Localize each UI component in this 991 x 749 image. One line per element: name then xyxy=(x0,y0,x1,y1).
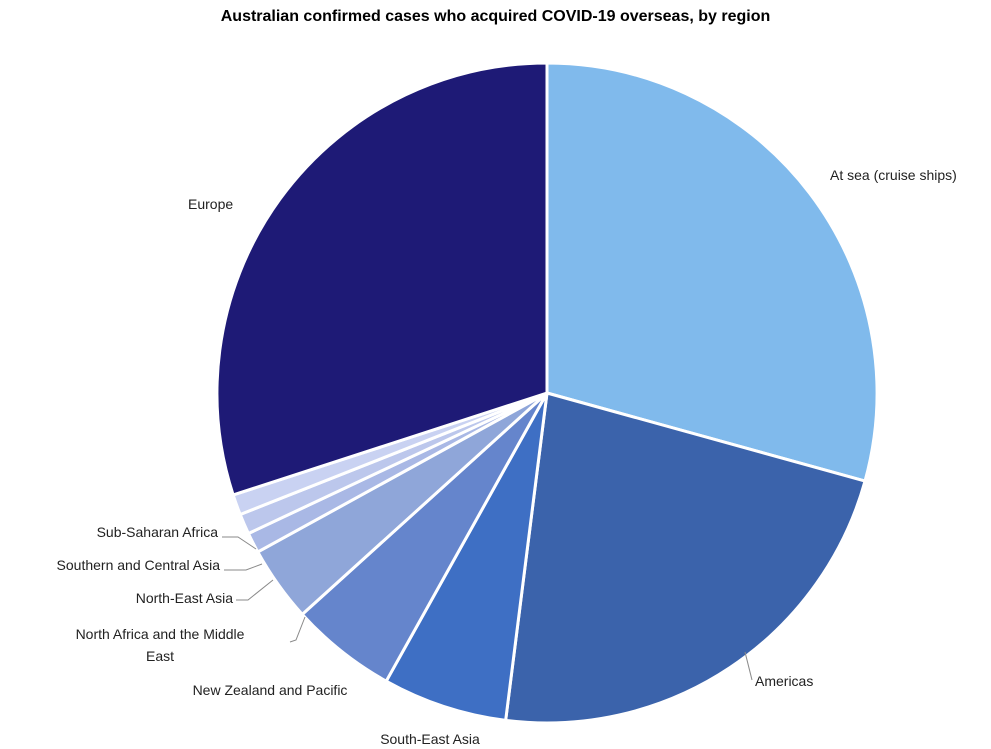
slice-label-north-africa-and-the-middle-east: North Africa and the Middle East xyxy=(76,626,245,664)
pie-slice-europe xyxy=(215,61,549,497)
chart-title: Australian confirmed cases who acquired … xyxy=(220,8,771,25)
pie-slice-at-sea-cruise-ships xyxy=(545,61,879,483)
leader-line-north-east-asia xyxy=(236,579,274,601)
slice-label-north-east-asia: North-East Asia xyxy=(136,590,233,606)
slice-label-americas: Americas xyxy=(755,673,813,689)
slice-label-sub-saharan-africa: Sub-Saharan Africa xyxy=(97,524,219,540)
slice-label-europe: Europe xyxy=(188,196,233,212)
slice-label-southern-and-central-asia: Southern and Central Asia xyxy=(57,557,221,573)
pie-slice-americas xyxy=(504,391,867,725)
leader-line-americas xyxy=(744,651,753,681)
leader-line-north-africa-and-the-middle-east xyxy=(289,616,306,643)
slice-label-south-east-asia: South-East Asia xyxy=(380,731,480,747)
leader-line-sub-saharan-africa xyxy=(222,536,257,550)
pie-slice-south-east-asia xyxy=(384,391,549,722)
slice-label-new-zealand-and-pacific: New Zealand and Pacific xyxy=(193,682,348,698)
leader-line-southern-and-central-asia xyxy=(224,563,263,571)
slice-label-at-sea-cruise-ships: At sea (cruise ships) xyxy=(830,167,957,183)
